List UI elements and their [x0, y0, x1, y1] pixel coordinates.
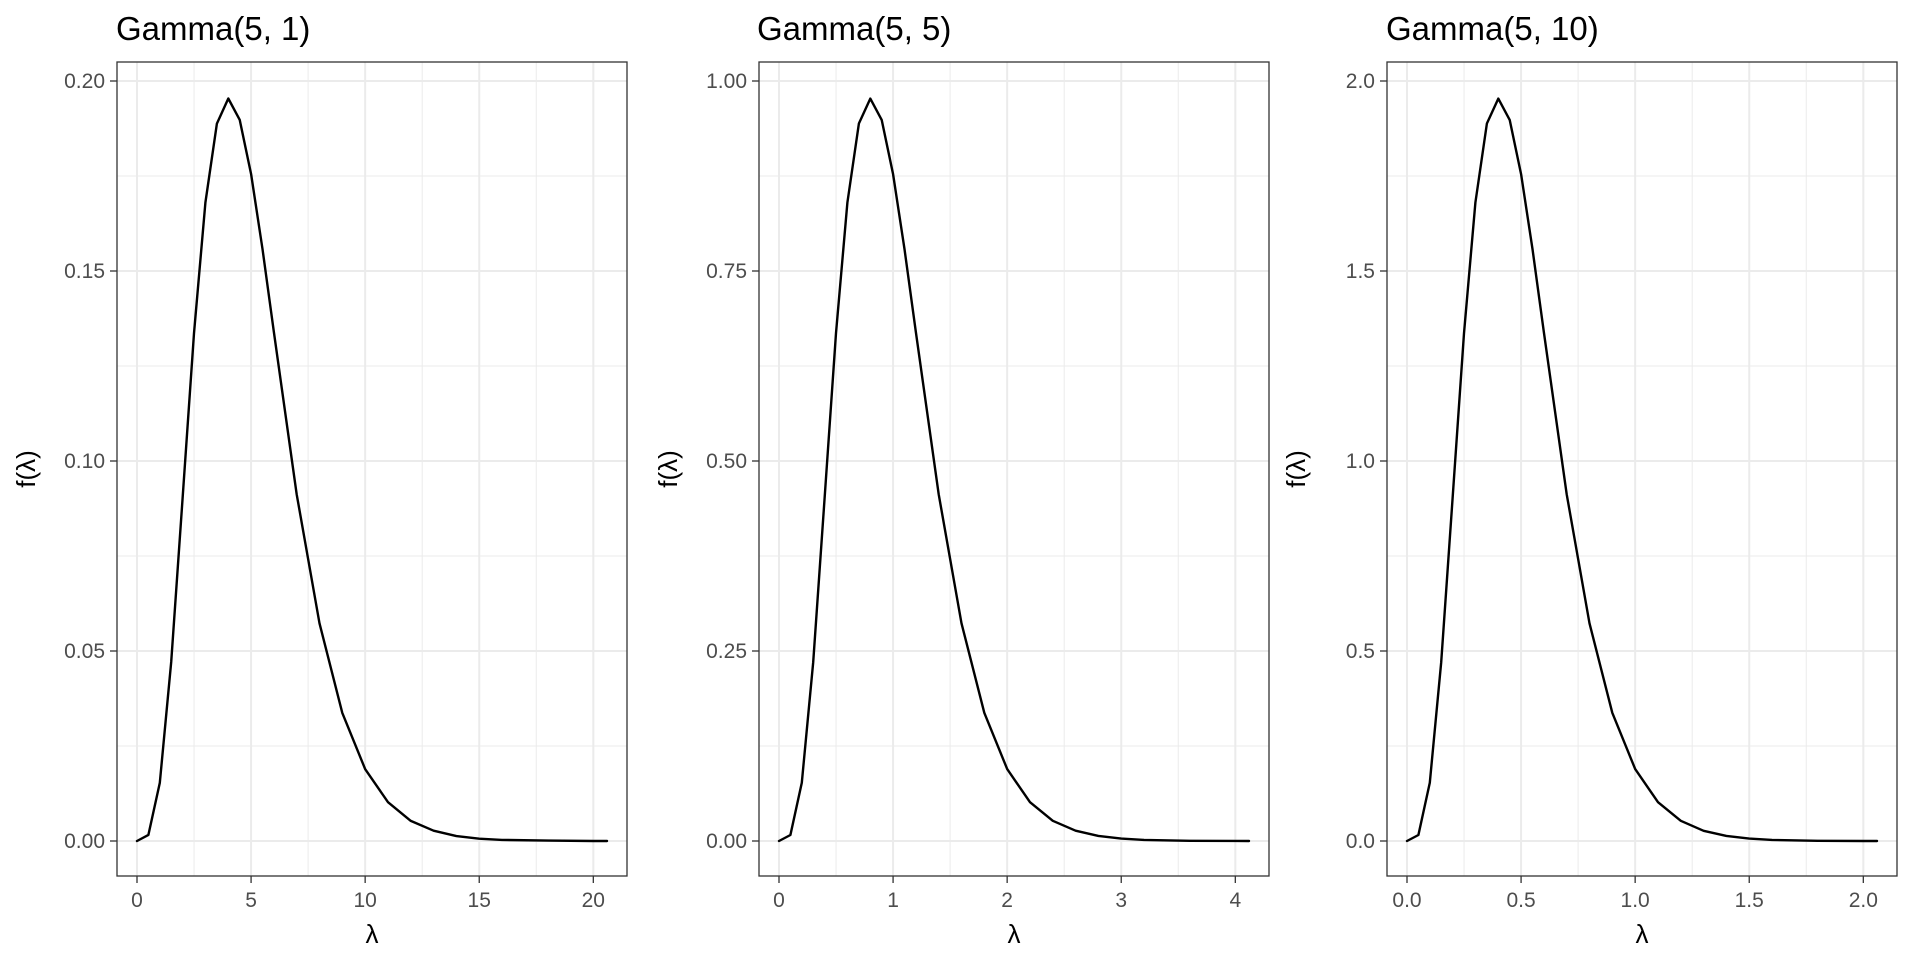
x-axis-title: λ	[1008, 919, 1021, 949]
panel-title: Gamma(5, 1)	[116, 10, 310, 47]
y-tick-label: 0.05	[64, 640, 105, 663]
y-axis-title: f(λ)	[1281, 450, 1311, 488]
x-tick-label: 5	[245, 889, 257, 912]
panel-background	[759, 62, 1269, 876]
panel-border	[116, 61, 628, 877]
panel-title: Gamma(5, 10)	[1386, 10, 1599, 47]
x-tick-label: 15	[468, 889, 491, 912]
x-tick-label: 0	[773, 889, 785, 912]
density-curve	[1405, 97, 1879, 843]
panel-background	[1387, 62, 1897, 876]
x-tick-label: 2	[1001, 889, 1013, 912]
y-tick-label: 0.00	[64, 830, 105, 853]
x-axis-title: λ	[1636, 919, 1649, 949]
y-tick-label: 0.20	[64, 70, 105, 93]
y-tick-label: 0.25	[706, 640, 747, 663]
panel-border	[1386, 61, 1898, 877]
y-axis-title: f(λ)	[653, 450, 683, 488]
x-tick-label: 2.0	[1849, 889, 1878, 912]
density-curve	[135, 97, 609, 843]
panel-title: Gamma(5, 5)	[757, 10, 951, 47]
chart-panel-2: 0.00 0.25 0.50 0.75 1.00 0 1 2 3 4 Gamma(5, 5) λ f(λ…	[653, 10, 1270, 949]
y-tick-label: 1.00	[706, 70, 747, 93]
x-tick-label: 3	[1115, 889, 1127, 912]
y-tick-label: 0.0	[1346, 830, 1375, 853]
panel-border	[758, 61, 1270, 877]
y-tick-label: 0.75	[706, 260, 747, 283]
x-tick-label: 20	[582, 889, 605, 912]
density-curve	[777, 97, 1251, 843]
x-axis-title: λ	[366, 919, 379, 949]
x-tick-label: 10	[353, 889, 376, 912]
y-tick-label: 0.5	[1346, 640, 1375, 663]
x-tick-label: 0.0	[1392, 889, 1421, 912]
panel-background	[117, 62, 627, 876]
y-tick-label: 1.0	[1346, 450, 1375, 473]
x-tick-label: 0.5	[1506, 889, 1535, 912]
x-tick-label: 1.5	[1735, 889, 1764, 912]
y-tick-label: 2.0	[1346, 70, 1375, 93]
y-axis-title: f(λ)	[11, 450, 41, 488]
x-tick-label: 1.0	[1621, 889, 1650, 912]
x-tick-label: 4	[1229, 889, 1241, 912]
x-tick-label: 1	[887, 889, 899, 912]
chart-panel-3: 0.0 0.5 1.0 1.5 2.0 0.0 0.5 1.0 1.5 2.0 Gamma(5, 1…	[1281, 10, 1898, 949]
y-tick-label: 0.10	[64, 450, 105, 473]
y-tick-label: 1.5	[1346, 260, 1375, 283]
y-tick-label: 0.00	[706, 830, 747, 853]
y-tick-label: 0.15	[64, 260, 105, 283]
chart-panel-1: 0.00 0.05 0.10 0.15 0.20 0 5 10 15 20 Gamma(5, 1) λ…	[11, 10, 628, 949]
x-tick-label: 0	[131, 889, 143, 912]
y-tick-label: 0.50	[706, 450, 747, 473]
